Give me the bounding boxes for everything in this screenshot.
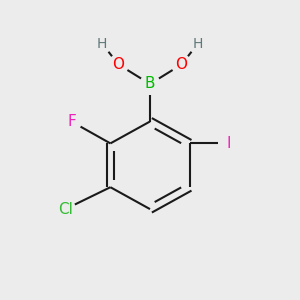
Circle shape (56, 200, 74, 218)
Text: H: H (193, 37, 203, 50)
Text: O: O (112, 57, 124, 72)
Circle shape (141, 75, 159, 93)
Circle shape (93, 34, 111, 52)
Circle shape (220, 134, 238, 152)
Circle shape (110, 56, 128, 74)
Circle shape (62, 112, 80, 130)
Text: H: H (97, 37, 107, 50)
Text: B: B (145, 76, 155, 92)
Text: I: I (226, 136, 231, 151)
Text: F: F (67, 114, 76, 129)
Circle shape (189, 34, 207, 52)
Circle shape (172, 56, 190, 74)
Text: Cl: Cl (58, 202, 73, 217)
Text: O: O (176, 57, 188, 72)
